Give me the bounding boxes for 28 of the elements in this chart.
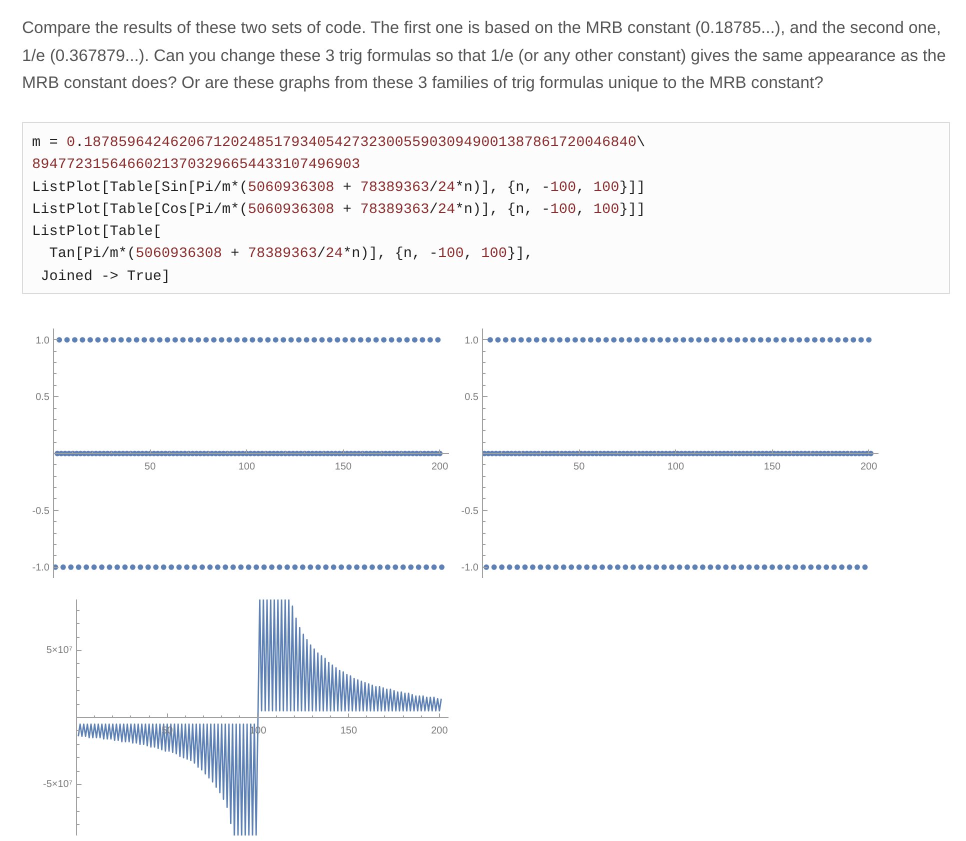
x-tick-label: 150 xyxy=(334,462,352,472)
x-tick-label: 100 xyxy=(238,462,256,472)
text: ListPlot[Table[Sin[Pi/m*(5060936308 + 78389363/24*n)], {n, -100, 100}]] xyxy=(32,180,646,196)
text: 89477231564660213703296654433107496903 xyxy=(32,157,360,174)
y-tick-label: -1.0 xyxy=(32,562,50,574)
y-tick-label: -0.5 xyxy=(32,506,50,517)
x-tick-label: 150 xyxy=(764,462,782,472)
y-tick-label: 1.0 xyxy=(36,335,50,346)
text: ListPlot[Table[Cos[Pi/m*(5060936308 + 78389363/24*n)], {n, -100, 100}]] xyxy=(32,202,646,218)
text: ListPlot[Table[ xyxy=(32,224,162,240)
text: Compare the results of these two sets of code. The first one is based on the MRB constant (0.18785...), and the second one, 1/e (0.367879...). Can you change these 3 trig formulas so that 1/e (or any other constant) gives the same appearance as the MRB constant does? Or are these graphs from these 3 families of trig formulas unique to the MRB constant? xyxy=(22,17,947,94)
y-tick-label: -1.0 xyxy=(461,562,479,574)
x-tick-label: 150 xyxy=(340,726,358,736)
text: Tan[Pi/m*(5060936308 + 78389363/24*n)], {n, -100, 100}], xyxy=(49,246,533,262)
x-tick-label: 100 xyxy=(667,462,684,472)
x-tick-label: 200 xyxy=(860,462,878,472)
text: m = 0.1878596424620671202485179340542732300559030949001387861720046840\ xyxy=(32,135,646,151)
y-tick-label: -0.5 xyxy=(461,506,479,517)
y-tick-label: 1.0 xyxy=(464,335,479,346)
x-tick-label: 200 xyxy=(431,726,448,736)
y-tick-label: 0.5 xyxy=(464,392,479,404)
y-tick-label: -5×10⁷ xyxy=(43,779,73,790)
x-tick-label: 50 xyxy=(144,462,156,472)
y-tick-label: 5×10⁷ xyxy=(46,644,73,656)
text: Joined -> True] xyxy=(40,268,170,285)
y-tick-label: 0.5 xyxy=(36,392,50,404)
x-tick-label: 50 xyxy=(574,462,586,472)
x-tick-label: 200 xyxy=(432,462,449,472)
